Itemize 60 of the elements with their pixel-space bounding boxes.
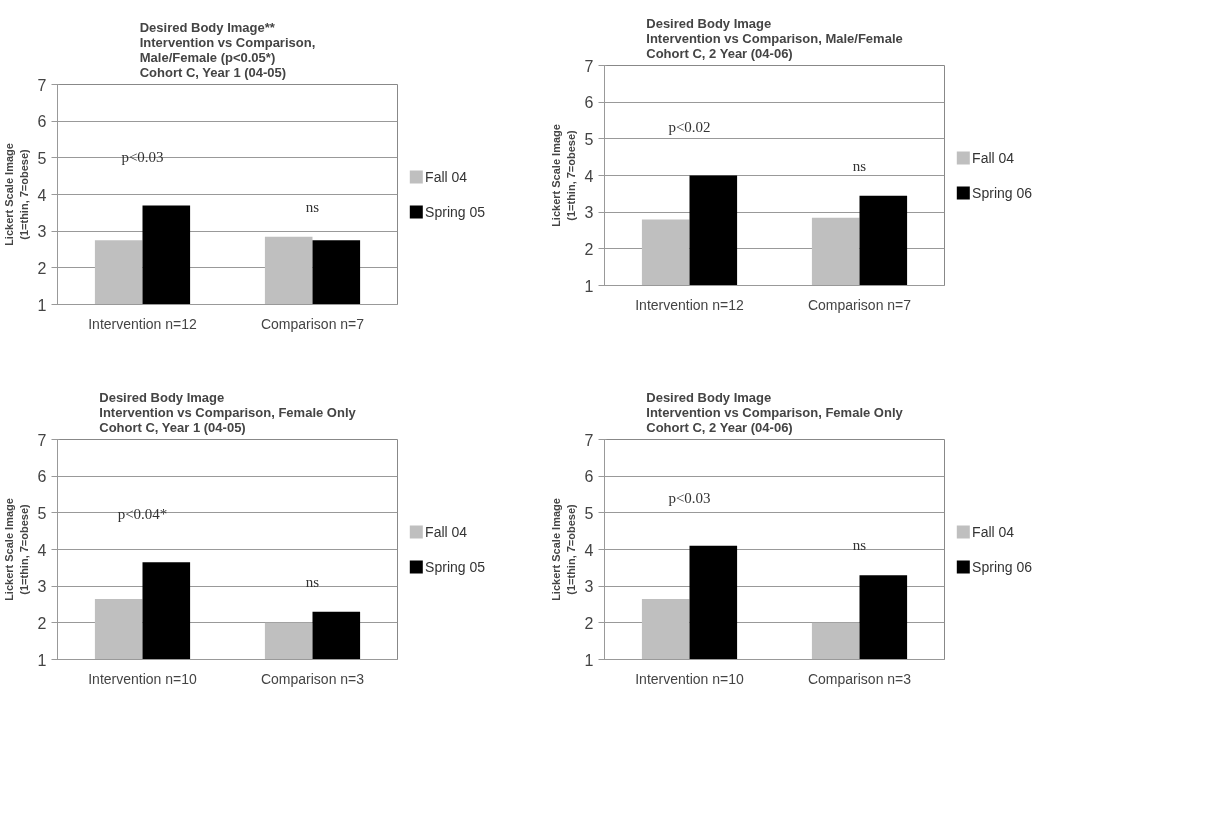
legend-label: Fall 04	[425, 523, 468, 540]
y-tick-label: 5	[37, 149, 47, 167]
annotation: p<0.02	[668, 119, 711, 136]
legend-label: Spring 06	[972, 559, 1033, 576]
legend-label: Spring 06	[972, 185, 1033, 202]
legend-label: Spring 05	[425, 559, 486, 576]
y-tick-label: 2	[37, 614, 47, 632]
y-tick-label: 6	[37, 113, 47, 131]
y-tick-label: 4	[37, 186, 47, 204]
y-tick-label: 4	[584, 167, 594, 185]
y-tick-label: 5	[584, 504, 594, 522]
chart-title: Desired Body Image Intervention vs Comparison, Male/Female Cohort C, 2 Year (04-06)	[646, 15, 903, 61]
y-tick-label: 6	[37, 468, 47, 486]
x-tick-label: Intervention n=10	[88, 670, 197, 687]
x-tick-label: Intervention n=12	[635, 296, 744, 313]
y-tick-label: 6	[584, 468, 594, 486]
y-tick-label: 3	[37, 578, 47, 596]
y-tick-label: 3	[584, 578, 594, 596]
y-tick-label: 2	[37, 259, 47, 277]
y-tick-label: 7	[37, 76, 47, 94]
annotation: p<0.04*	[117, 506, 168, 522]
annotation: p<0.03	[668, 489, 711, 506]
x-tick-label: Intervention n=12	[88, 315, 197, 332]
y-tick-label: 7	[37, 431, 47, 449]
annotation: ns	[852, 157, 867, 174]
y-tick-label: 4	[37, 541, 47, 559]
annotation: ns	[852, 537, 867, 554]
x-tick-label: Comparison n=3	[807, 670, 912, 687]
y-tick-label: 4	[584, 541, 594, 559]
y-axis-title: Lickert Scale Image (1=thin, 7=obese)	[3, 498, 30, 601]
chart-title: Desired Body Image Intervention vs Comparison, Female Only Cohort C, Year 1 (04-05)	[99, 389, 357, 435]
y-tick-label: 2	[584, 614, 594, 632]
chart-title: Desired Body Image Intervention vs Comparison, Female Only Cohort C, 2 Year (04-06)	[646, 389, 904, 435]
legend-label: Spring 05	[425, 204, 486, 221]
legend-label: Fall 04	[425, 168, 468, 185]
y-tick-label: 5	[37, 504, 47, 522]
y-tick-label: 1	[584, 277, 594, 295]
annotation: ns	[305, 573, 320, 590]
annotation: p<0.03	[121, 149, 164, 166]
y-tick-label: 3	[584, 204, 594, 222]
x-tick-label: Comparison n=3	[260, 670, 365, 687]
y-tick-label: 6	[584, 94, 594, 112]
x-tick-label: Comparison n=7	[807, 296, 912, 313]
x-tick-label: Intervention n=10	[635, 670, 744, 687]
x-tick-label: Comparison n=7	[260, 315, 365, 332]
y-tick-label: 1	[37, 651, 47, 669]
y-tick-label: 5	[584, 130, 594, 148]
y-axis-title: Lickert Scale Image (1=thin, 7=obese)	[550, 124, 577, 227]
annotation: ns	[305, 198, 320, 215]
legend-label: Fall 04	[972, 149, 1015, 166]
y-tick-label: 1	[37, 296, 47, 314]
y-tick-label: 7	[584, 57, 594, 75]
legend-label: Fall 04	[972, 523, 1015, 540]
chart-title: Desired Body Image** Intervention vs Comparison, Male/Female (p<0.05*) Cohort C, Year 1 (04-05)	[139, 19, 316, 80]
y-tick-label: 2	[584, 240, 594, 258]
y-tick-label: 3	[37, 223, 47, 241]
y-axis-title: Lickert Scale Image (1=thin, 7=obese)	[3, 143, 30, 246]
y-tick-label: 7	[584, 431, 594, 449]
y-tick-label: 1	[584, 651, 594, 669]
y-axis-title: Lickert Scale Image (1=thin, 7=obese)	[550, 498, 577, 601]
